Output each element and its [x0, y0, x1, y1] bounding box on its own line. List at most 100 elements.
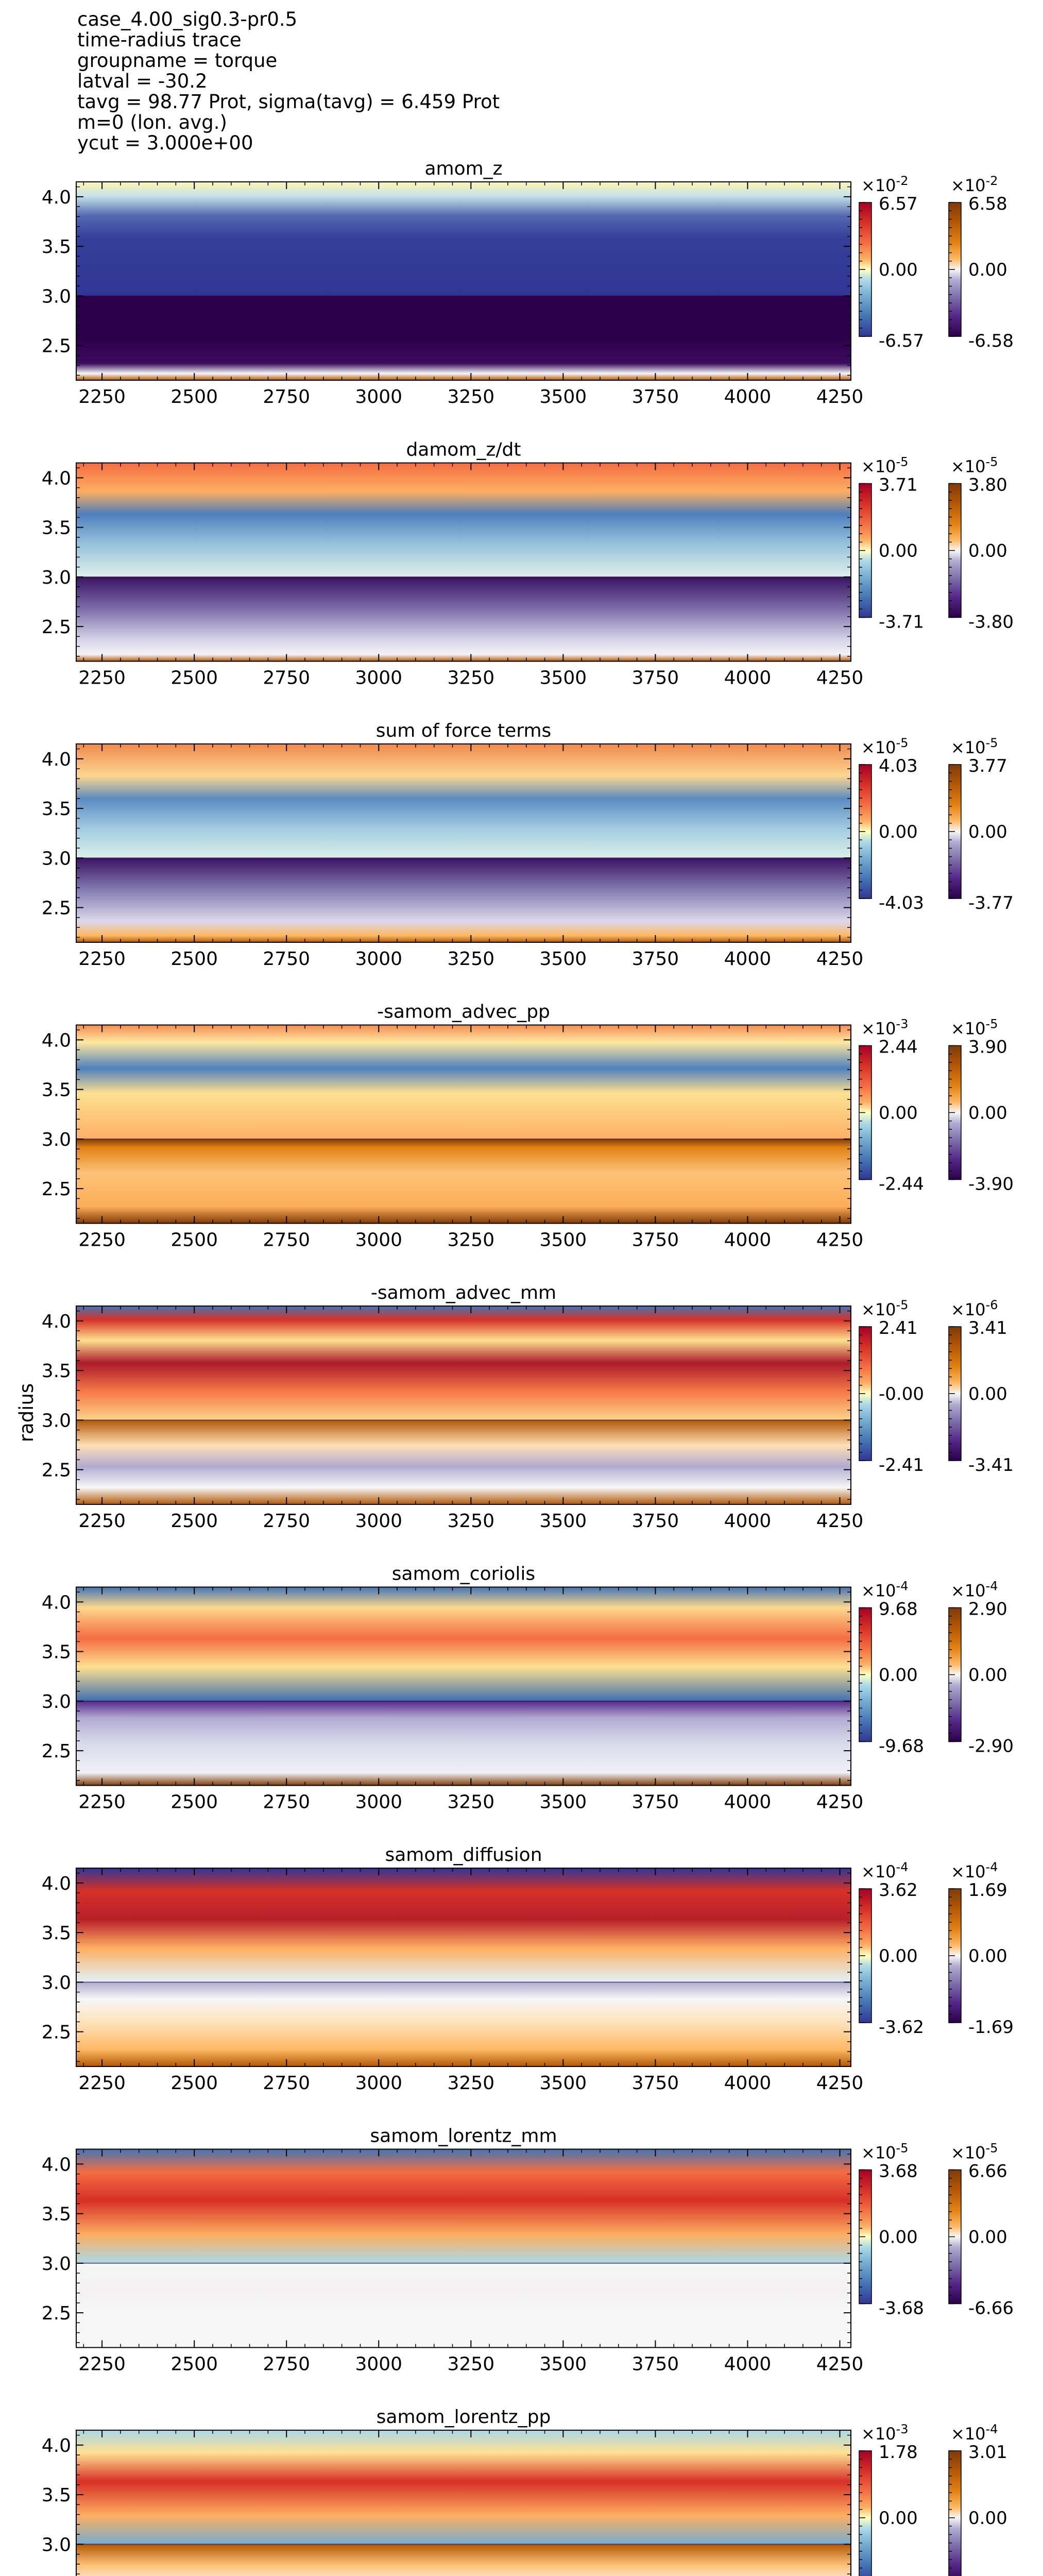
x-tick-label: 3750: [632, 2354, 679, 2375]
x-tick-label: 4250: [816, 2073, 864, 2094]
case-label: case_4.00_sig0.3-pr0.5: [77, 8, 298, 30]
lower-colorbar-mid: 0.00: [968, 1103, 1007, 1124]
lower-field: [76, 1701, 851, 1786]
x-tick-label: 3000: [355, 1511, 402, 1532]
x-tick-label: 4000: [724, 1792, 772, 1813]
y-tick-label: 4.0: [42, 2435, 71, 2456]
x-tick-label: 2750: [263, 948, 310, 970]
exponent-value: -4: [986, 1860, 998, 1874]
x-tick-label: 4250: [816, 386, 864, 408]
lower-colorbar-max: 3.41: [968, 1318, 1007, 1338]
x-tick-label: 4000: [724, 386, 772, 408]
plot-frame: [76, 1868, 851, 2067]
upper-colorbar-exponent: ×10-5: [861, 736, 908, 757]
upper-colorbar-mid: 0.00: [879, 260, 918, 280]
x-tick-label: 4250: [816, 1511, 864, 1532]
y-tick-label: 3.5: [42, 799, 71, 820]
x-tick-label: 3500: [540, 948, 587, 970]
x-tick-label: 2250: [78, 1230, 126, 1251]
y-tick-label: 4.0: [42, 2154, 71, 2175]
x-tick-label: 3500: [540, 2073, 587, 2094]
x-tick-label: 3750: [632, 948, 679, 970]
x-tick-label: 3250: [448, 1230, 495, 1251]
upper-colorbar-min: -9.68: [879, 1736, 924, 1757]
lower-field: [76, 1420, 851, 1504]
x-tick-label: 2250: [78, 1511, 126, 1532]
group-label: groupname = torque: [77, 49, 278, 72]
x-tick-label: 4250: [816, 668, 864, 689]
lower-colorbar-exponent: ×10-5: [951, 2141, 998, 2163]
lower-colorbar-mid: 0.00: [968, 2227, 1007, 2248]
panel-title: samom_lorentz_pp: [377, 2406, 551, 2428]
y-tick-label: 3.0: [42, 2253, 71, 2275]
upper-field: [76, 463, 851, 577]
ycut-label: ycut = 3.000e+00: [77, 132, 253, 154]
y-tick-label: 4.0: [42, 1592, 71, 1613]
upper-field: [76, 2430, 851, 2545]
panel-title: damom_z/dt: [406, 439, 521, 461]
x-tick-label: 3000: [355, 386, 402, 408]
y-tick-label: 3.5: [42, 2485, 71, 2506]
lower-colorbar-exponent: ×10-4: [951, 1860, 998, 1882]
upper-colorbar-max: 1.78: [879, 2442, 918, 2463]
upper-colorbar-mid: 0.00: [879, 1103, 918, 1124]
lower-field: [76, 577, 851, 662]
x-tick-label: 3250: [448, 1792, 495, 1813]
upper-colorbar-exponent: ×10-4: [861, 1860, 908, 1882]
panel-4: -samom_advec_pp 2250 2500 2750 3000 3250 3500 3…: [42, 1002, 1014, 1251]
lower-colorbar-min: -1.69: [968, 2017, 1014, 2038]
upper-colorbar-mid: 0.00: [879, 1665, 918, 1686]
lower-colorbar-exponent: ×10-5: [951, 1017, 998, 1039]
plot-frame: [76, 181, 851, 381]
panel-7: samom_diffusion 2250 2500 2750 3000 3250 3500 3…: [42, 1844, 1014, 2094]
plot-frame: [76, 743, 851, 943]
x-tick-label: 4000: [724, 2354, 772, 2375]
lower-colorbar-min: -3.77: [968, 893, 1014, 913]
x-tick-label: 4000: [724, 1511, 772, 1532]
lower-colorbar-mid: 0.00: [968, 822, 1007, 842]
upper-colorbar-exponent: ×10-4: [861, 1579, 908, 1601]
panel-1: amom_z 2250 2500 2750 3000 3250 3500 3750 4000 42…: [42, 158, 1014, 408]
x-tick-label: 3750: [632, 1792, 679, 1813]
y-tick-label: 3.0: [42, 848, 71, 869]
upper-colorbar-exponent: ×10-3: [861, 1017, 908, 1039]
lower-colorbar-max: 2.90: [968, 1599, 1007, 1620]
y-tick-label: 4.0: [42, 187, 71, 208]
upper-colorbar-mid: 0.00: [879, 2227, 918, 2248]
y-tick-label: 3.0: [42, 1972, 71, 1993]
x-tick-label: 4250: [816, 1230, 864, 1251]
panel-title: -samom_advec_pp: [377, 1002, 550, 1023]
x-tick-label: 3250: [448, 948, 495, 970]
x-tick-label: 2250: [78, 948, 126, 970]
upper-field: [76, 1587, 851, 1701]
x-tick-label: 2750: [263, 668, 310, 689]
upper-colorbar-exponent: ×10-3: [861, 2422, 908, 2444]
upper-colorbar-max: 2.41: [879, 1318, 918, 1338]
upper-colorbar-mid: -0.00: [879, 1384, 924, 1404]
x-tick-label: 3750: [632, 1511, 679, 1532]
exponent-value: -4: [986, 2422, 998, 2436]
y-tick-label: 2.5: [42, 617, 71, 638]
y-tick-label: 3.0: [42, 286, 71, 307]
tavg-label: tavg = 98.77 Prot, sigma(tavg) = 6.459 P…: [77, 91, 500, 113]
x-tick-label: 3500: [540, 1230, 587, 1251]
upper-colorbar-mid: 0.00: [879, 541, 918, 562]
lower-colorbar-min: -3.90: [968, 1174, 1014, 1195]
lat-label: latval = -30.2: [77, 70, 208, 92]
lower-colorbar-min: -6.58: [968, 331, 1014, 351]
lower-colorbar-max: 3.80: [968, 475, 1007, 496]
x-tick-label: 3250: [448, 2073, 495, 2094]
lower-field: [76, 1982, 851, 2066]
lower-colorbar-mid: 0.00: [968, 541, 1007, 562]
x-tick-label: 3000: [355, 2073, 402, 2094]
upper-colorbar-exponent: ×10-5: [861, 455, 908, 477]
upper-colorbar-mid: 0.00: [879, 822, 918, 842]
y-tick-label: 2.5: [42, 2303, 71, 2324]
y-tick-label: 2.5: [42, 1179, 71, 1200]
lower-colorbar-mid: 0.00: [968, 1665, 1007, 1686]
panel-title: samom_diffusion: [385, 1844, 542, 1866]
x-tick-label: 2500: [170, 2073, 218, 2094]
panel-8: samom_lorentz_mm 2250 2500 2750 3000 3250 3500…: [42, 2126, 1014, 2375]
figure-header: case_4.00_sig0.3-pr0.5 time-radius trace…: [77, 9, 500, 154]
x-tick-label: 2750: [263, 1511, 310, 1532]
